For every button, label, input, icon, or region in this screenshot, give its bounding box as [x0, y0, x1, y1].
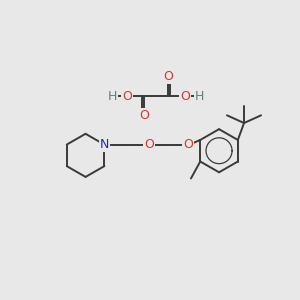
Text: N: N	[100, 138, 109, 151]
Text: O: O	[122, 90, 132, 103]
Text: O: O	[140, 109, 149, 122]
Text: H: H	[108, 90, 117, 103]
Text: O: O	[144, 138, 154, 151]
Text: O: O	[163, 70, 172, 83]
Text: O: O	[180, 90, 190, 103]
Text: O: O	[183, 138, 193, 151]
Text: H: H	[195, 90, 204, 103]
